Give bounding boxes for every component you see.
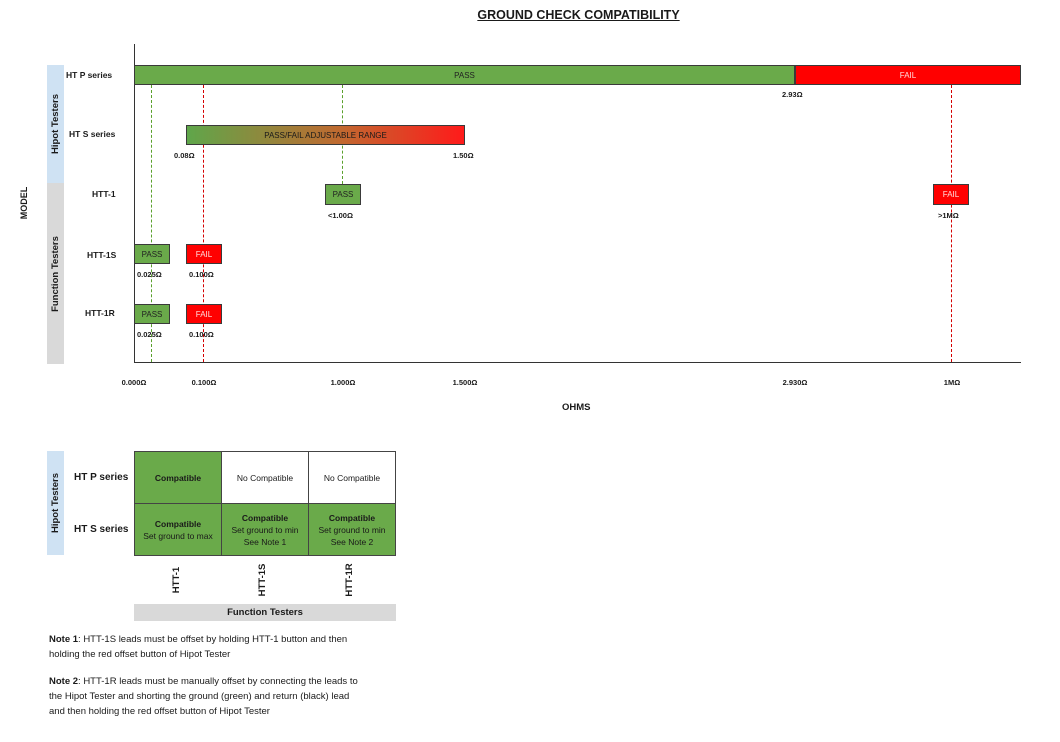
cell-title: Compatible [328,512,376,523]
row-label-htp: HT P series [66,70,113,80]
bar-htt1-pass-label: PASS [332,190,354,199]
x-tick-label: 1.000Ω [330,378,356,387]
ref-line-0.025 [151,85,152,362]
value-label-htt1r-fail: 0.100Ω [189,330,214,339]
x-axis-line [134,362,1021,363]
note-1: Note 1: HTT-1S leads must be offset by h… [49,632,359,662]
table-col-label-htt1r: HTT-1R [344,563,355,597]
value-label-htt1r-pass: 0.025Ω [137,330,162,339]
note-2-label: Note 2 [49,676,79,687]
row-label-hts: HT S series [69,129,116,139]
bar-hts-range-label: PASS/FAIL ADJUSTABLE RANGE [264,130,387,140]
function-group-label: Function Testers [50,236,61,312]
y-axis-label: MODEL [19,186,29,220]
bar-htp-fail-label: FAIL [899,70,917,80]
cell-htp-htt1r: No Compatible [308,451,396,504]
bar-htt1s-fail: FAIL [186,244,222,264]
bar-htp-pass: PASS [134,65,795,85]
bar-htt1r-fail: FAIL [186,304,222,324]
row-label-htt1: HTT-1 [92,189,116,199]
bar-htp-pass-label: PASS [454,70,475,80]
bar-htt1r-fail-label: FAIL [195,309,213,319]
table-col-label-htt1: HTT-1 [171,566,182,594]
function-group-strip [47,183,64,364]
table-row-label-htp: HT P series [74,472,129,483]
compatibility-table: Compatible No Compatible No Compatible C… [134,451,396,556]
table-row: Compatible Set ground to max Compatible … [134,503,396,556]
value-label-htp-fail-start: 2.93Ω [782,90,803,99]
cell-sub: Set ground to min [231,524,299,535]
table-function-strip: Function Testers [134,604,396,621]
cell-sub: Set ground to max [143,530,213,541]
cell-sub: No Compatible [323,472,381,483]
x-tick-label: 2.930Ω [782,378,808,387]
note-2-text: : HTT-1R leads must be manually offset b… [49,676,358,717]
value-label-hts-end: 1.50Ω [453,151,474,160]
cell-hts-htt1r: Compatible Set ground to min See Note 2 [308,503,396,556]
cell-sub2: See Note 2 [330,536,374,547]
cell-sub2: See Note 1 [243,536,287,547]
value-label-htt1s-fail: 0.100Ω [189,270,214,279]
row-label-htt1r: HTT-1R [85,308,115,318]
x-tick-label: 0.100Ω [191,378,217,387]
bar-htt1s-fail-label: FAIL [195,249,213,259]
cell-htp-htt1s: No Compatible [221,451,309,504]
hipot-group-strip [47,65,64,183]
cell-title: Compatible [154,518,202,529]
note-1-label: Note 1 [49,634,79,645]
table-function-label: Function Testers [227,607,303,618]
ref-line-1mohm [951,85,952,362]
chart-title: GROUND CHECK COMPATIBILITY [477,8,680,22]
ref-line-0.100 [203,85,204,362]
bar-htt1r-pass-label: PASS [141,309,163,319]
cell-hts-htt1: Compatible Set ground to max [134,503,222,556]
cell-hts-htt1s: Compatible Set ground to min See Note 1 [221,503,309,556]
note-1-text: : HTT-1S leads must be offset by holding… [49,634,348,660]
table-row-label-hts: HT S series [74,524,129,535]
x-tick-label: 1.500Ω [452,378,478,387]
hipot-group-label: Hipot Testers [50,94,61,155]
bar-htt1-fail: FAIL [933,184,969,205]
table-col-label-htt1s: HTT-1S [257,563,268,597]
bar-hts-range: PASS/FAIL ADJUSTABLE RANGE [186,125,465,145]
bar-htt1-fail-label: FAIL [942,190,960,199]
table-row: Compatible No Compatible No Compatible [134,451,396,504]
cell-title: Compatible [154,472,202,483]
x-axis-label: OHMS [562,402,591,413]
y-axis-line [134,44,135,362]
cell-htp-htt1: Compatible [134,451,222,504]
table-hipot-label: Hipot Testers [50,473,61,534]
bar-htt1r-pass: PASS [134,304,170,324]
value-label-htt1s-pass: 0.025Ω [137,270,162,279]
cell-title: Compatible [241,512,289,523]
bar-htt1s-pass-label: PASS [141,249,163,259]
cell-sub: Set ground to min [318,524,386,535]
row-label-htt1s: HTT-1S [87,250,117,260]
table-hipot-strip [47,451,64,555]
cell-sub: No Compatible [236,472,294,483]
bar-htt1s-pass: PASS [134,244,170,264]
bar-htp-fail: FAIL [795,65,1021,85]
value-label-htt1-fail: >1MΩ [938,211,959,220]
value-label-htt1-pass: <1.00Ω [328,211,353,220]
x-tick-label: 1MΩ [943,378,961,387]
value-label-hts-start: 0.08Ω [174,151,195,160]
x-tick-label: 0.000Ω [121,378,147,387]
note-2: Note 2: HTT-1R leads must be manually of… [49,674,359,719]
bar-htt1-pass: PASS [325,184,361,205]
